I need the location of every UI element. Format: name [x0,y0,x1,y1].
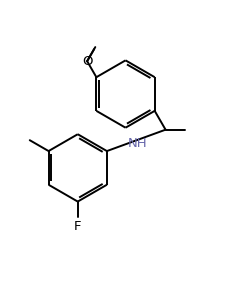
Text: F: F [74,220,81,233]
Text: O: O [82,55,92,68]
Text: NH: NH [128,137,147,150]
